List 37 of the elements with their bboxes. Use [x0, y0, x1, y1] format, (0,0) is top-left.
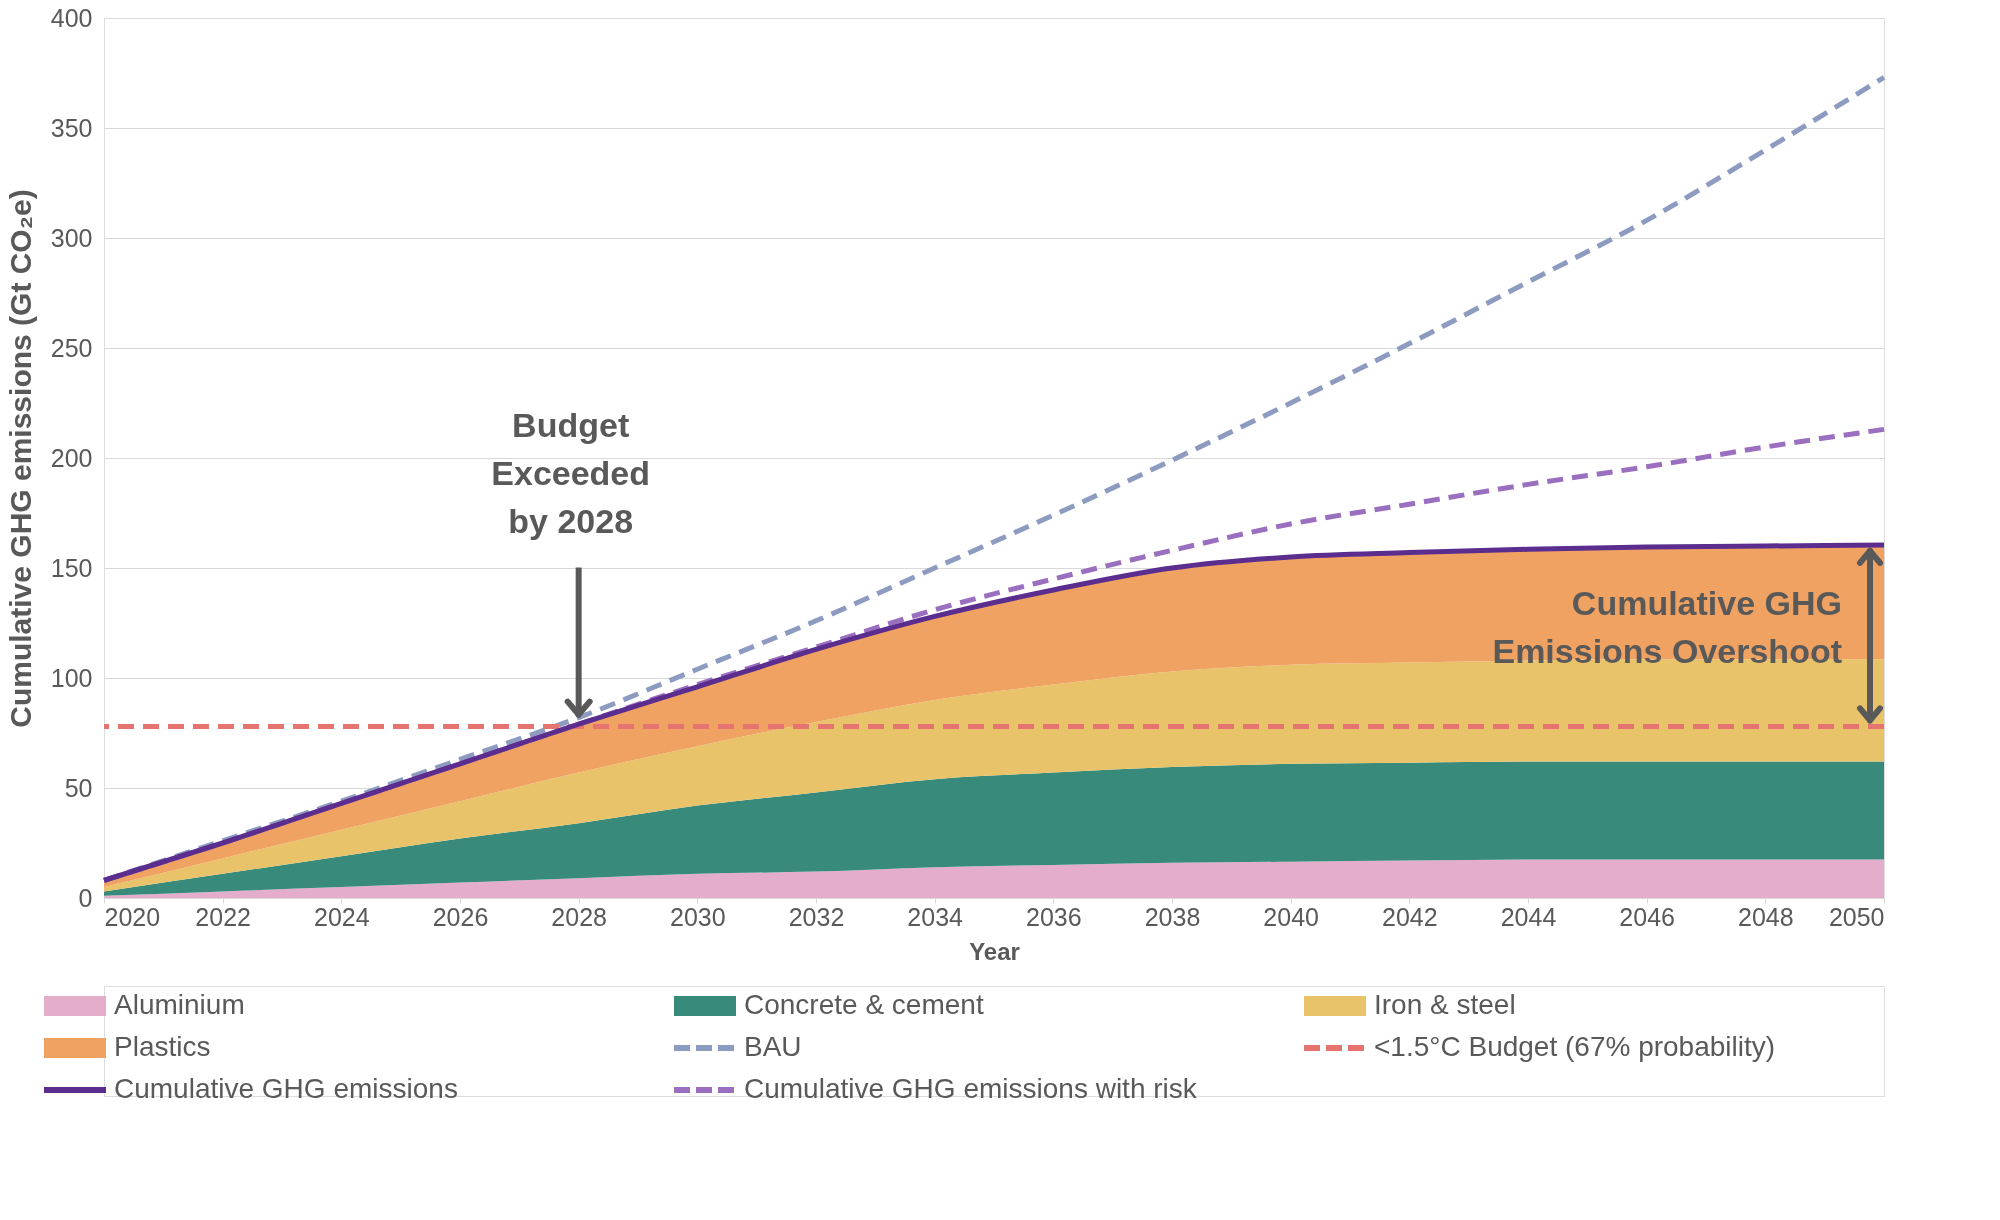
legend-label: Aluminium: [114, 989, 245, 1020]
y-tick-label: 50: [64, 773, 93, 802]
annotation: Budget Exceeded by 2028: [491, 405, 651, 540]
x-tick-label: 2022: [195, 902, 251, 931]
legend-label: Cumulative GHG emissions with risk: [744, 1073, 1198, 1104]
legend-label: Plastics: [114, 1031, 211, 1062]
x-tick-label: 2040: [1263, 902, 1319, 931]
y-tick-label: 300: [50, 223, 93, 252]
x-tick-label: 2046: [1619, 902, 1675, 931]
y-tick-label: 0: [78, 883, 93, 912]
x-tick-label: 2038: [1144, 902, 1201, 931]
x-tick-label: 2050: [1828, 902, 1885, 931]
x-axis-title: Year: [969, 937, 1020, 965]
x-tick-label: 2020: [104, 902, 161, 931]
legend-label: Concrete & cement: [744, 989, 984, 1020]
x-tick-label: 2034: [907, 902, 964, 931]
annotation: Cumulative GHG Emissions Overshoot: [1492, 584, 1842, 671]
y-axis-title: Cumulative GHG emissions (Gt CO₂e): [3, 189, 37, 728]
y-tick-label: 200: [50, 443, 93, 472]
y-tick-label: 350: [50, 113, 93, 142]
x-tick-label: 2048: [1738, 902, 1794, 931]
y-tick-label: 400: [50, 3, 93, 32]
x-tick-label: 2042: [1382, 902, 1438, 931]
y-tick-label: 100: [50, 663, 93, 692]
x-tick-label: 2024: [314, 902, 370, 931]
y-tick-label: 250: [50, 333, 93, 362]
x-tick-label: 2028: [551, 902, 607, 931]
x-tick-label: 2026: [432, 902, 489, 931]
x-tick-label: 2036: [1026, 902, 1082, 931]
legend-label: Cumulative GHG emissions: [114, 1073, 458, 1104]
legend-label: Iron & steel: [1374, 989, 1516, 1020]
y-tick-label: 150: [50, 553, 93, 582]
legend-label: BAU: [744, 1031, 802, 1062]
x-tick-label: 2044: [1500, 902, 1557, 931]
x-tick-label: 2030: [670, 902, 726, 931]
legend-label: <1.5°C Budget (67% probability): [1374, 1031, 1776, 1062]
x-tick-label: 2032: [788, 902, 845, 931]
